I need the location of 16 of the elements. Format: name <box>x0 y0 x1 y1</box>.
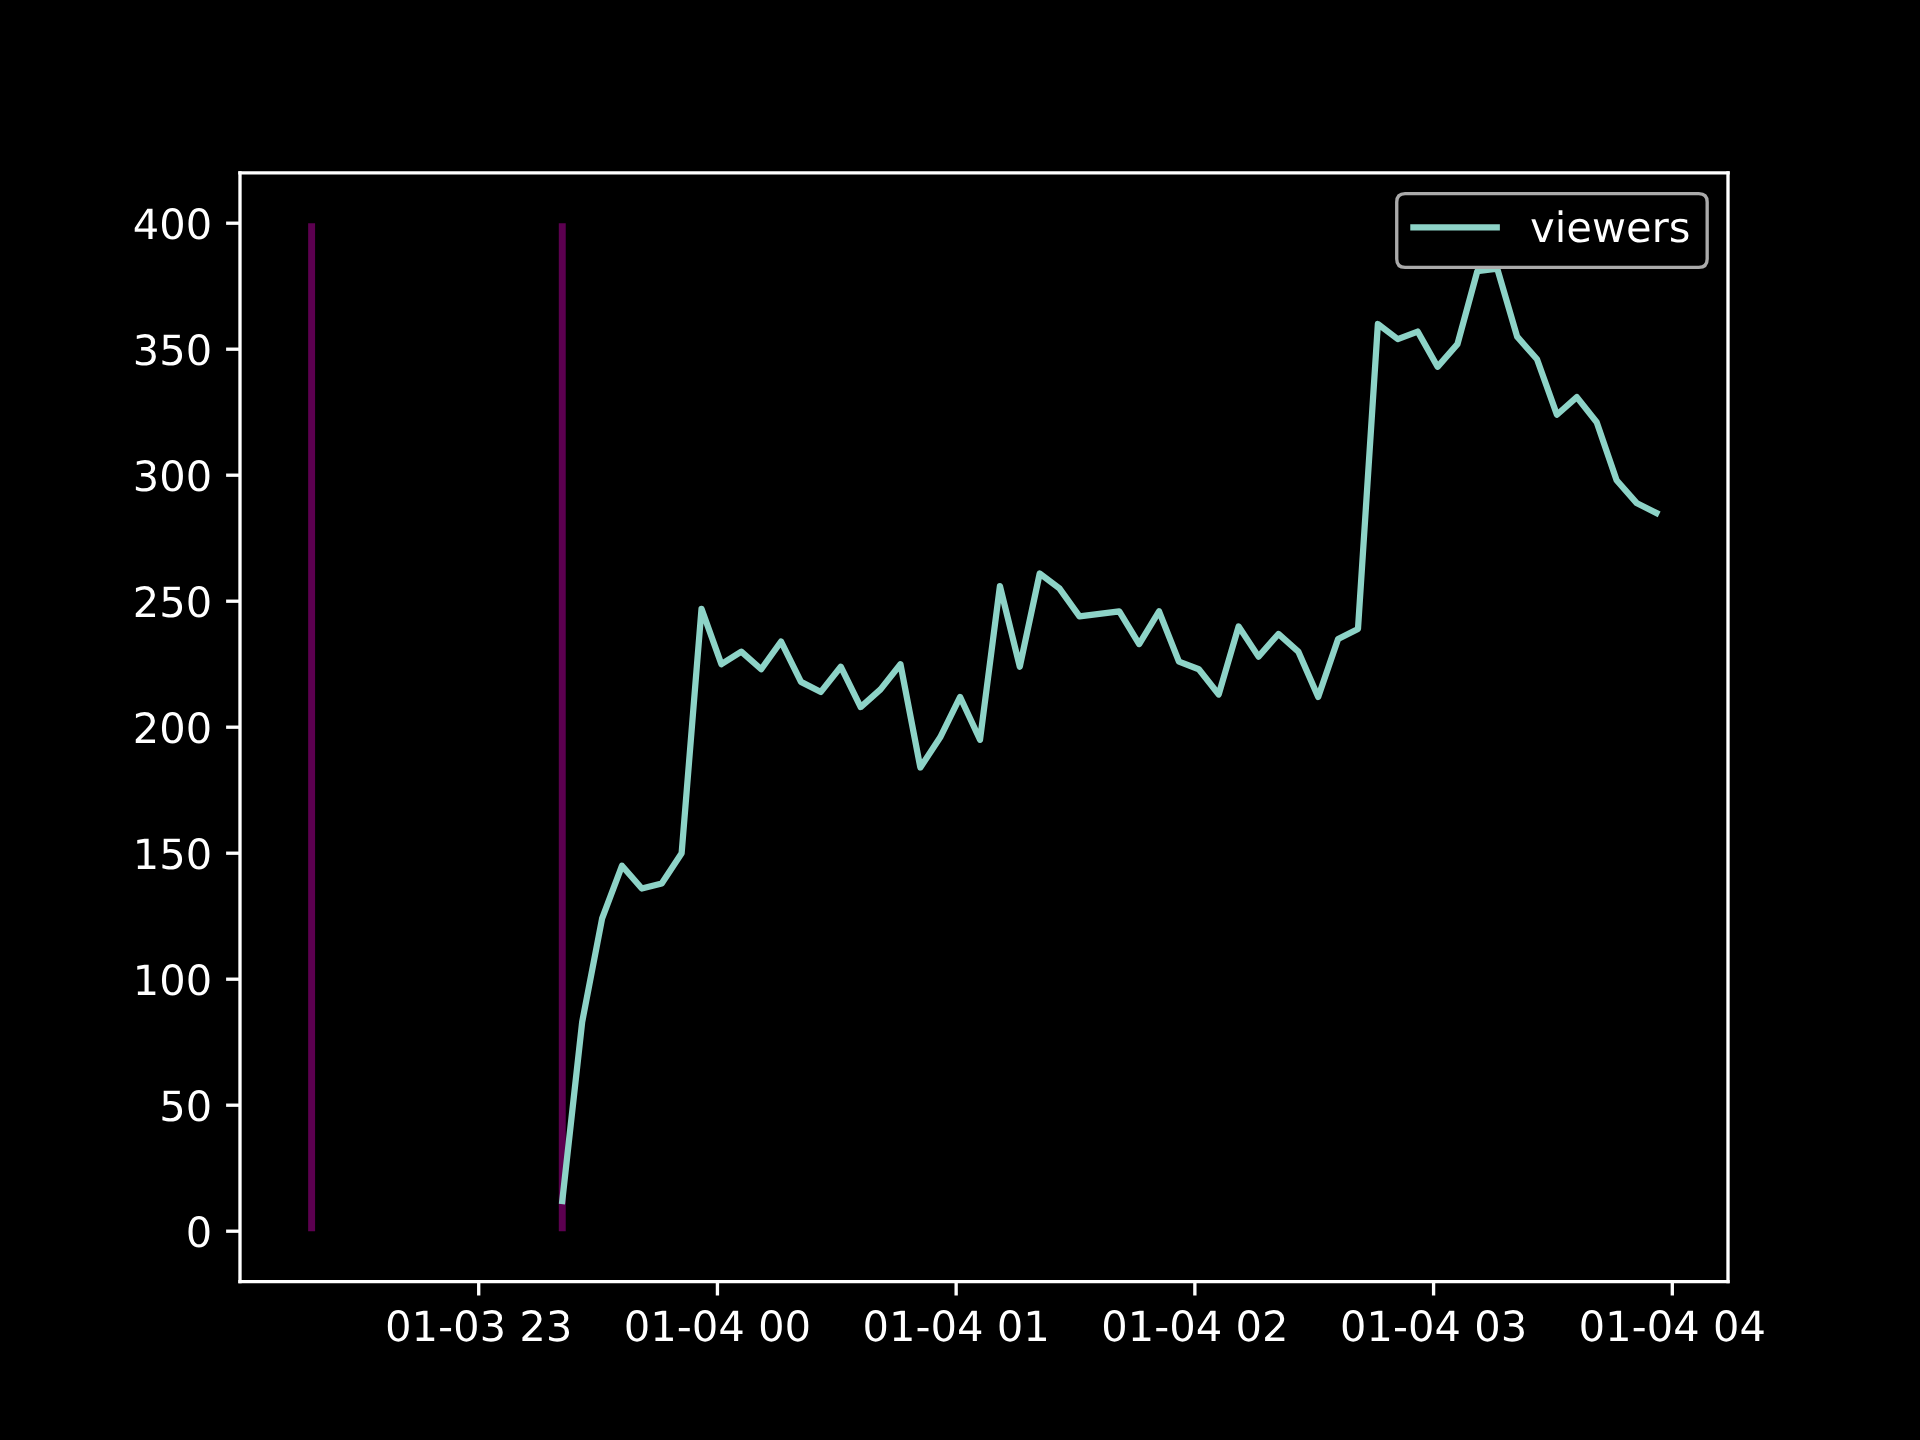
y-tick-label: 350 <box>135 334 210 366</box>
y-tick-label: 250 <box>135 586 210 618</box>
x-tick-label: 01-04 02 <box>1103 1310 1285 1342</box>
y-tick-label: 0 <box>188 1216 210 1248</box>
y-tick-label: 400 <box>134 208 210 240</box>
x-tick-label: 01-04 04 <box>1581 1310 1764 1342</box>
y-tick-label: 50 <box>162 1090 210 1122</box>
x-tick-label: 01-04 03 <box>1342 1310 1524 1342</box>
legend-label: viewers <box>1531 210 1689 243</box>
y-tick-label: 200 <box>135 712 210 744</box>
x-tick-label: 01-03 23 <box>387 1310 570 1342</box>
x-tick-label: 01-04 01 <box>865 1310 1046 1342</box>
y-tick-label: 150 <box>137 838 210 870</box>
y-tick-label: 100 <box>137 964 210 996</box>
x-tick-label: 01-04 00 <box>626 1310 809 1342</box>
y-tick-label: 300 <box>135 460 210 492</box>
